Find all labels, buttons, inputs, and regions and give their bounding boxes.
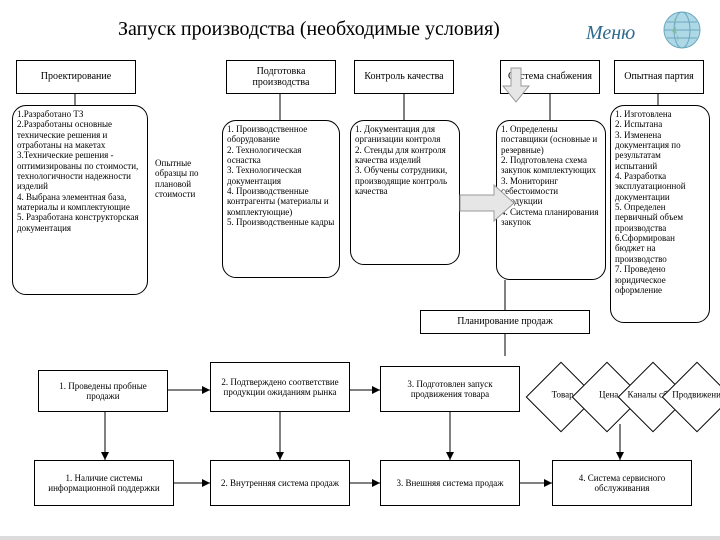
- d-promo: Продвижение: [662, 362, 720, 433]
- r3-internal: 2. Внутренняя система продаж: [210, 460, 350, 506]
- hdr-pilot: Опытная партия: [614, 60, 704, 94]
- r2-trial: 1. Проведены пробные продажи: [38, 370, 168, 412]
- plan-sales: Планирование продаж: [420, 310, 590, 334]
- r3-external: 3. Внешняя система продаж: [380, 460, 520, 506]
- scrubber: [0, 536, 720, 540]
- r3-info: 1. Наличие системы информационной поддер…: [34, 460, 174, 506]
- col-quality: 1. Документация для организации контроля…: [350, 120, 460, 265]
- r3-service: 4. Система сервисного обслуживания: [552, 460, 692, 506]
- mid-note: Опытные образцы по плановой стоимости: [151, 155, 221, 215]
- col-supply: 1. Определены поставщики (основные и рез…: [496, 120, 606, 280]
- page-title: Запуск производства (необходимые условия…: [118, 18, 500, 41]
- menu-link[interactable]: Меню: [586, 22, 635, 45]
- col-pilot: 1. Изготовлена 2. Испытана 3. Изменена д…: [610, 105, 710, 323]
- r2-confirm: 2. Подтверждено соответствие продукции о…: [210, 362, 350, 412]
- col-prep: 1. Производственное оборудование 2. Техн…: [222, 120, 340, 278]
- r2-launch: 3. Подготовлен запуск продвижения товара: [380, 366, 520, 412]
- d-promo-label: Продвижение: [669, 391, 720, 400]
- globe-icon: [662, 10, 702, 50]
- hdr-design: Проектирование: [16, 60, 136, 94]
- col-design: 1.Разработано ТЗ 2.Разработаны основные …: [12, 105, 148, 295]
- hdr-prep: Подготовка производства: [226, 60, 336, 94]
- hdr-quality: Контроль качества: [354, 60, 454, 94]
- hdr-supply: Система снабжения: [500, 60, 600, 94]
